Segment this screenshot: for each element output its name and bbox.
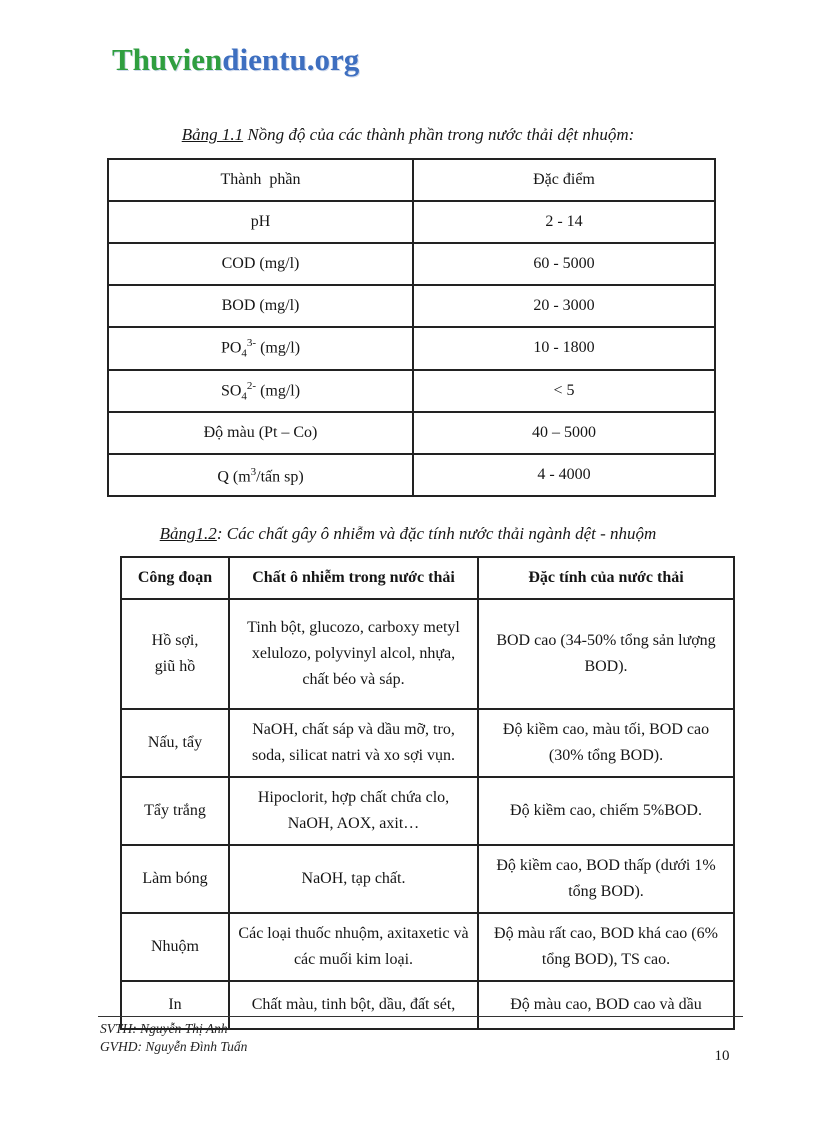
value-cell: 2 - 14	[412, 200, 716, 244]
component-cell: COD (mg/l)	[107, 242, 414, 286]
characteristic-cell: Độ kiềm cao, BOD thấp (dưới 1% tổng BOD)…	[477, 844, 735, 914]
stage-line: Hồ sợi,	[151, 632, 199, 649]
formula-superscript: 2-	[246, 379, 257, 392]
pollutant-cell: Tinh bột, glucozo, carboxy metyl xeluloz…	[228, 598, 479, 710]
stage-cell: In	[120, 980, 230, 1030]
table2-header-stage: Công đoạn	[120, 556, 230, 600]
table-row: Hồ sợi, giũ hồ Tinh bột, glucozo, carbox…	[120, 598, 735, 710]
stage-cell: Làm bóng	[120, 844, 230, 914]
value-cell: 40 – 5000	[412, 411, 716, 456]
table-row: pH 2 - 14	[107, 200, 716, 244]
formula-unit: (mg/l)	[256, 381, 301, 399]
table2-header-row: Công đoạn Chất ô nhiễm trong nước thải Đ…	[120, 556, 735, 600]
value-cell: < 5	[412, 368, 716, 414]
site-logo: Thuviendientu.org	[112, 42, 359, 78]
logo-text-green: Thuvien	[112, 42, 223, 77]
formula-subscript: 4	[241, 390, 247, 403]
table1-header-component: Thành phần	[107, 158, 414, 202]
table-row: Nấu, tẩy NaOH, chất sáp và dầu mỡ, tro, …	[120, 708, 735, 778]
table-row: Tẩy trắng Hipoclorit, hợp chất chứa clo,…	[120, 776, 735, 846]
formula-superscript: 3	[250, 466, 257, 479]
table2-header-characteristic: Đặc tính của nước thải	[477, 556, 735, 600]
table-row: Q (m3/tấn sp) 4 - 4000	[107, 453, 716, 498]
table1-concentration: Thành phần Đặc điểm pH 2 - 14 COD (mg/l)…	[107, 158, 716, 498]
formula-base: PO	[220, 339, 242, 357]
pollutant-cell: Chất màu, tinh bột, dầu, đất sét,	[228, 980, 479, 1030]
component-cell: BOD (mg/l)	[107, 284, 414, 328]
pollutant-cell: Hipoclorit, hợp chất chứa clo, NaOH, AOX…	[228, 776, 479, 846]
footer-gvhd: GVHD: Nguyễn Đình Tuấn	[100, 1039, 248, 1054]
formula-unit: (mg/l)	[256, 339, 301, 357]
stage-cell: Nhuộm	[120, 912, 230, 982]
table-row: Làm bóng NaOH, tạp chất. Độ kiềm cao, BO…	[120, 844, 735, 914]
component-cell: SO42- (mg/l)	[107, 368, 414, 414]
pollutant-cell: Các loại thuốc nhuộm, axitaxetic và các …	[228, 912, 479, 982]
table1-caption: Bảng 1.1 Nồng độ của các thành phần tron…	[0, 125, 816, 145]
table-row: Nhuộm Các loại thuốc nhuộm, axitaxetic v…	[120, 912, 735, 982]
pollutant-cell: NaOH, tạp chất.	[228, 844, 479, 914]
formula-base: SO	[220, 381, 242, 399]
characteristic-cell: BOD cao (34-50% tổng sản lượng BOD).	[477, 598, 735, 710]
table-row: COD (mg/l) 60 - 5000	[107, 242, 716, 286]
table-row: In Chất màu, tinh bột, dầu, đất sét, Độ …	[120, 980, 735, 1030]
characteristic-cell: Độ màu cao, BOD cao và dầu	[477, 980, 735, 1030]
characteristic-cell: Độ kiềm cao, chiếm 5%BOD.	[477, 776, 735, 846]
stage-line: giũ hồ	[154, 658, 196, 675]
table1-header-row: Thành phần Đặc điểm	[107, 158, 716, 202]
pollutant-cell: NaOH, chất sáp và dầu mỡ, tro, soda, sil…	[228, 708, 479, 778]
stage-cell: Hồ sợi, giũ hồ	[120, 598, 230, 710]
table2-header-pollutant: Chất ô nhiễm trong nước thải	[228, 556, 479, 600]
table2-caption: Bảng1.2: Các chất gây ô nhiễm và đặc tín…	[0, 524, 816, 544]
table1-header-characteristic: Đặc điểm	[412, 158, 716, 202]
value-cell: 4 - 4000	[412, 453, 716, 498]
footer: SVTH: Nguyễn Thị Anh GVHD: Nguyễn Đình T…	[100, 1020, 247, 1056]
table2-pollutants: Công đoạn Chất ô nhiễm trong nước thải Đ…	[120, 556, 735, 1030]
component-cell: pH	[107, 200, 414, 244]
table2-caption-text: : Các chất gây ô nhiễm và đặc tính nước …	[216, 524, 657, 543]
formula-unit: /tấn sp)	[256, 468, 304, 486]
table1-caption-label: Bảng 1.1	[181, 125, 244, 144]
table-row: SO42- (mg/l) < 5	[107, 368, 716, 414]
characteristic-cell: Độ màu rất cao, BOD khá cao (6% tổng BOD…	[477, 912, 735, 982]
footer-divider	[98, 1016, 743, 1017]
formula-superscript: 3-	[246, 337, 257, 349]
stage-cell: Nấu, tẩy	[120, 708, 230, 778]
characteristic-cell: Độ kiềm cao, màu tối, BOD cao (30% tổng …	[477, 708, 735, 778]
table2-caption-label: Bảng1.2	[159, 524, 217, 543]
table-row: BOD (mg/l) 20 - 3000	[107, 284, 716, 328]
value-cell: 20 - 3000	[412, 284, 716, 328]
value-cell: 60 - 5000	[412, 242, 716, 286]
table-row: PO43- (mg/l) 10 - 1800	[107, 326, 716, 371]
footer-svth: SVTH: Nguyễn Thị Anh	[100, 1021, 228, 1036]
formula-subscript: 4	[241, 347, 247, 360]
formula-base: Q (m	[217, 468, 251, 486]
value-cell: 10 - 1800	[412, 326, 716, 371]
table1-caption-text: Nồng độ của các thành phần trong nước th…	[243, 125, 635, 144]
logo-text-blue: dientu.org	[222, 42, 360, 77]
component-cell: Q (m3/tấn sp)	[107, 453, 414, 498]
page-number: 10	[714, 1048, 730, 1064]
table-row: Độ màu (Pt – Co) 40 – 5000	[107, 411, 716, 456]
component-cell: PO43- (mg/l)	[107, 326, 414, 371]
component-cell: Độ màu (Pt – Co)	[107, 411, 414, 456]
stage-cell: Tẩy trắng	[120, 776, 230, 846]
